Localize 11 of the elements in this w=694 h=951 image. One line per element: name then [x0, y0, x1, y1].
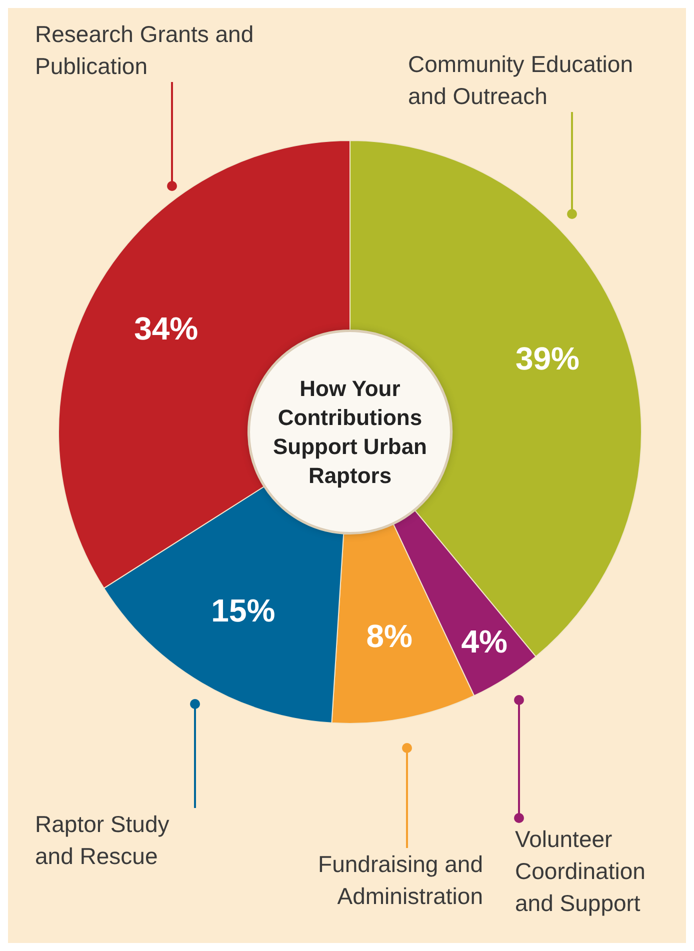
- data-label: 15%: [211, 592, 276, 628]
- legend-label: Volunteer Coordination and Support: [515, 823, 680, 919]
- slice-label: Raptor Study and Rescue: [35, 808, 200, 872]
- slice-label: Community Education and Outreach: [408, 48, 668, 112]
- slice-label: Research Grants and Publication: [35, 18, 280, 82]
- data-label: 34%: [134, 310, 198, 347]
- data-label: 39%: [515, 340, 580, 377]
- slice-label: Fundraising and Administration: [223, 848, 483, 912]
- data-label: 4%: [461, 623, 508, 660]
- text: How Your Contributions Support Urban Raptors: [272, 375, 428, 490]
- data-label: 8%: [366, 618, 412, 654]
